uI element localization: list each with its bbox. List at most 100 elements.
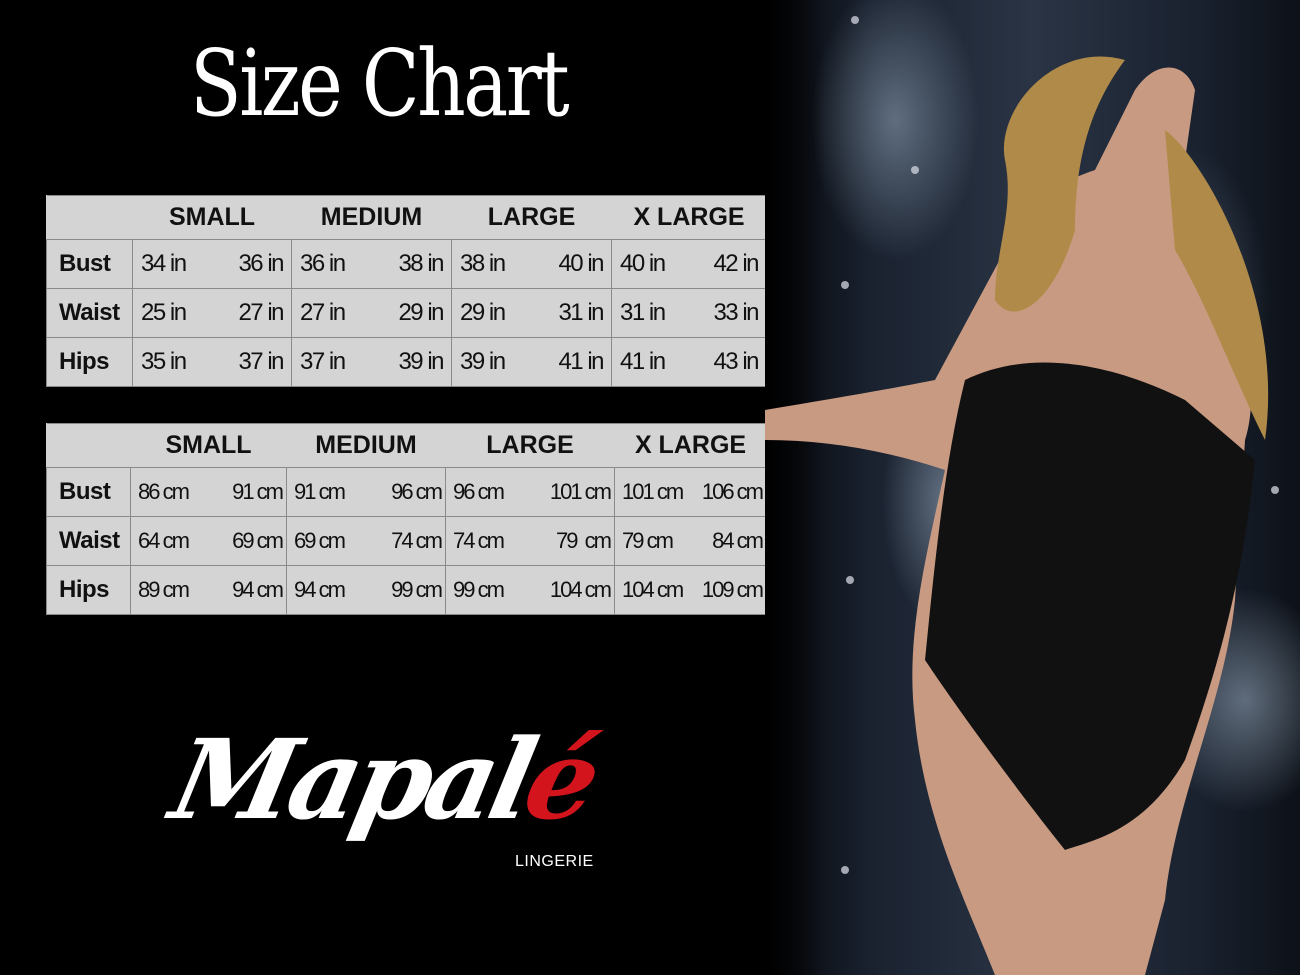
range-max: 33 in [713,299,759,326]
size-header-medium: MEDIUM [291,195,452,240]
range-max: 99 cm [391,577,443,602]
size-cell: 37 in 39 in [291,337,452,387]
range-max: 101 cm [549,479,612,504]
size-range: 96 cm 101 cm [446,479,614,505]
size-range: 36 in 38 in [292,250,451,278]
range-max: 40 in [558,250,604,277]
measurement-row-bust: Bust 34 in 36 in 36 in 38 in 38 in 40 in 40 in 4… [46,239,767,289]
row-label: Waist [46,288,133,338]
size-cell: 99 cm 104 cm [445,565,615,615]
range-min: 91 cm [294,479,346,504]
brand-logo: Mapalé LINGERIE [161,715,615,885]
range-min: 79 cm [622,528,674,553]
size-header-x-large: X LARGE [611,195,767,240]
size-cell: 27 in 29 in [291,288,452,338]
size-cell: 39 in 41 in [451,337,612,387]
size-header-small: SMALL [130,423,287,468]
range-max: 38 in [398,250,444,277]
size-cell: 89 cm 94 cm [130,565,287,615]
row-label: Bust [46,467,131,517]
range-min: 29 in [460,299,506,326]
range-min: 94 cm [294,577,346,602]
range-min: 74 cm [453,528,505,553]
size-table-inches: SMALL MEDIUM LARGE X LARGE Bust 34 in 36 in 36 … [46,195,767,387]
header-blank [46,423,131,468]
range-min: 96 cm [453,479,505,504]
range-min: 99 cm [453,577,505,602]
range-min: 25 in [141,299,187,326]
size-cell: 74 cm 79 cm [445,516,615,566]
range-max: 104 cm [549,577,612,602]
row-label: Bust [46,239,133,289]
size-range: 41 in 43 in [612,348,766,376]
range-max: 43 in [713,348,759,375]
range-min: 41 in [620,348,666,375]
range-min: 34 in [141,250,187,277]
size-header-large: LARGE [445,423,615,468]
range-min: 35 in [141,348,187,375]
size-range: 89 cm 94 cm [131,577,286,603]
header-blank [46,195,133,240]
size-cell: 34 in 36 in [132,239,292,289]
range-min: 40 in [620,250,666,277]
range-max: 91 cm [232,479,284,504]
size-cell: 104 cm 109 cm [614,565,767,615]
range-max: 37 in [238,348,284,375]
size-range: 104 cm 109 cm [615,577,766,603]
size-cell: 41 in 43 in [611,337,767,387]
range-max: 84 cm [712,528,764,553]
model-photo [765,0,1300,975]
row-label: Hips [46,565,131,615]
row-label: Hips [46,337,133,387]
range-min: 64 cm [138,528,190,553]
range-max: 96 cm [391,479,443,504]
size-range: 64 cm 69 cm [131,528,286,554]
size-cell: 94 cm 99 cm [286,565,446,615]
size-header-x-large: X LARGE [614,423,767,468]
range-max: 31 in [558,299,604,326]
size-cell: 91 cm 96 cm [286,467,446,517]
range-min: 86 cm [138,479,190,504]
size-range: 99 cm 104 cm [446,577,614,603]
range-max: 74 cm [391,528,443,553]
measurement-row-waist: Waist 25 in 27 in 27 in 29 in 29 in 31 in 31 in… [46,288,767,338]
model-silhouette [765,16,1279,975]
size-range: 34 in 36 in [133,250,291,278]
logo-subtitle: LINGERIE [515,853,594,870]
row-label: Waist [46,516,131,566]
size-header-small: SMALL [132,195,292,240]
size-range: 35 in 37 in [133,348,291,376]
range-max: 69 cm [232,528,284,553]
size-cell: 64 cm 69 cm [130,516,287,566]
size-cell: 36 in 38 in [291,239,452,289]
size-cell: 35 in 37 in [132,337,292,387]
logo-text: Mapal [161,715,542,844]
size-cell: 101 cm 106 cm [614,467,767,517]
size-range: 38 in 40 in [452,250,611,278]
range-min: 27 in [300,299,346,326]
range-min: 37 in [300,348,346,375]
range-max: 42 in [713,250,759,277]
range-max: 27 in [238,299,284,326]
range-min: 101 cm [622,479,684,504]
size-header-medium: MEDIUM [286,423,446,468]
range-min: 89 cm [138,577,190,602]
size-cell: 79 cm 84 cm [614,516,767,566]
size-range: 39 in 41 in [452,348,611,376]
size-cell: 38 in 40 in [451,239,612,289]
range-max: 109 cm [701,577,764,602]
range-max: 79 cm [555,528,612,553]
size-range: 94 cm 99 cm [287,577,445,603]
measurement-row-bust: Bust 86 cm 91 cm 91 cm 96 cm 96 cm 101 cm 101 c… [46,467,767,517]
size-range: 27 in 29 in [292,299,451,327]
range-min: 36 in [300,250,346,277]
size-cell: 40 in 42 in [611,239,767,289]
size-range: 29 in 31 in [452,299,611,327]
range-min: 31 in [620,299,666,326]
size-header-large: LARGE [451,195,612,240]
size-range: 40 in 42 in [612,250,766,278]
size-cell: 96 cm 101 cm [445,467,615,517]
size-cell: 86 cm 91 cm [130,467,287,517]
size-header-row: SMALL MEDIUM LARGE X LARGE [46,195,767,240]
size-range: 91 cm 96 cm [287,479,445,505]
